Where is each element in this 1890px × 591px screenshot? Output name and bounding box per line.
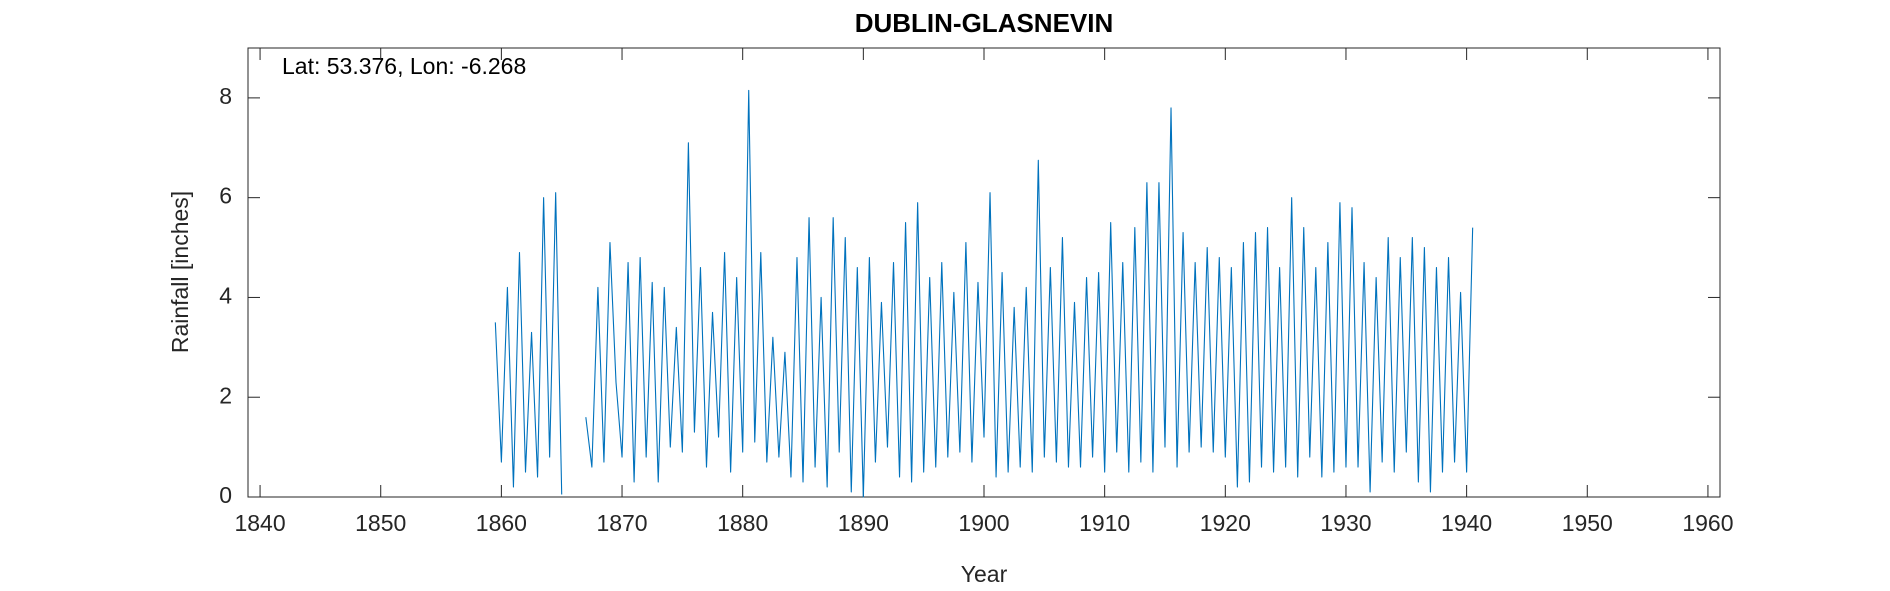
y-tick-label: 2 <box>219 382 232 408</box>
x-tick-label: 1840 <box>234 510 285 536</box>
y-axis-label: Rainfall [inches] <box>167 191 193 353</box>
x-tick-label: 1870 <box>596 510 647 536</box>
x-tick-label: 1960 <box>1682 510 1733 536</box>
x-tick-label: 1940 <box>1441 510 1492 536</box>
x-tick-label: 1910 <box>1079 510 1130 536</box>
x-tick-label: 1860 <box>476 510 527 536</box>
x-tick-label: 1920 <box>1200 510 1251 536</box>
x-tick-label: 1850 <box>355 510 406 536</box>
rainfall-line <box>494 89 1474 498</box>
y-tick-label: 8 <box>219 83 232 109</box>
x-tick-label: 1900 <box>958 510 1009 536</box>
x-tick-label: 1930 <box>1320 510 1371 536</box>
y-tick-label: 0 <box>219 482 232 508</box>
chart-title: DUBLIN-GLASNEVIN <box>855 8 1114 38</box>
x-tick-label: 1950 <box>1562 510 1613 536</box>
x-tick-label: 1880 <box>717 510 768 536</box>
y-tick-label: 6 <box>219 183 232 209</box>
y-tick-label: 4 <box>219 283 232 309</box>
x-axis-label: Year <box>961 561 1008 587</box>
annotation: Lat: 53.376, Lon: -6.268 <box>282 53 526 79</box>
x-tick-label: 1890 <box>838 510 889 536</box>
